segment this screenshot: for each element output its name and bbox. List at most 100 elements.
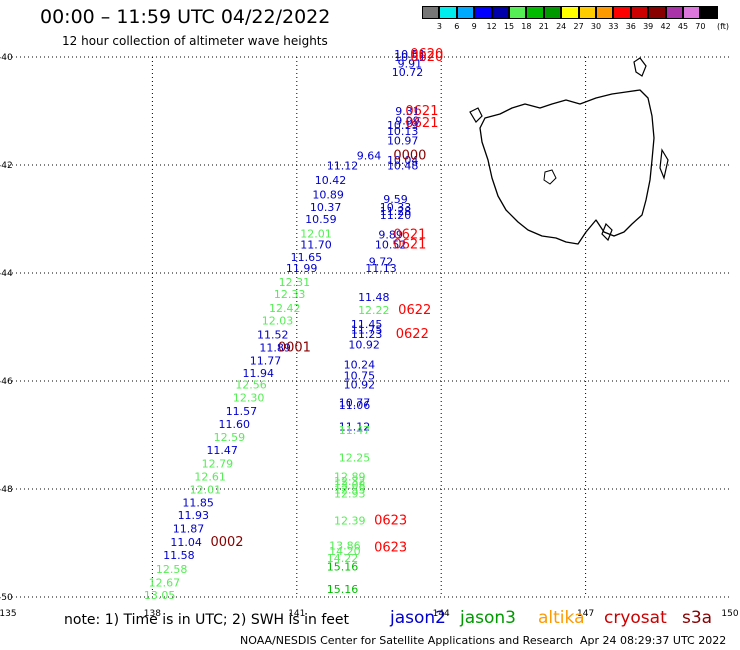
color-swatch — [561, 6, 579, 19]
time-label: 0621 — [405, 116, 438, 131]
wave-height-label: 12.01 — [190, 483, 222, 496]
wave-height-label: 10.04 — [387, 154, 419, 167]
time-label: 0620 — [410, 50, 443, 65]
color-swatch — [543, 6, 562, 19]
satellite-legend-s3a: s3a — [682, 608, 713, 628]
credit-line: NOAA/NESDIS Center for Satellite Applica… — [240, 634, 574, 647]
wave-height-label: 11.75 — [351, 323, 383, 336]
wave-height-label: 11.45 — [351, 318, 383, 331]
time-label: 0622 — [398, 303, 431, 318]
color-swatch — [456, 6, 475, 19]
lon-tick-label: 150 — [721, 609, 738, 619]
wave-height-label: 12.42 — [269, 302, 301, 315]
wave-height-label: 11.12 — [327, 159, 359, 172]
lon-tick-label: 147 — [577, 609, 594, 619]
wave-height-label: 11.77 — [250, 354, 282, 367]
lat-tick-label: -44 — [0, 269, 13, 279]
wave-height-label: 12.67 — [149, 577, 181, 590]
lat-tick-label: -42 — [0, 161, 13, 171]
color-swatch — [491, 6, 509, 19]
wave-height-label: 13.08 — [334, 479, 366, 492]
satellite-legend-jason2: jason2 — [390, 608, 446, 628]
color-scale-label: 3 — [436, 22, 442, 31]
wave-height-label: 12.01 — [300, 227, 332, 240]
wave-height-label: 11.20 — [380, 209, 412, 222]
color-scale-label: 39 — [643, 22, 654, 31]
wave-height-label: 11.70 — [300, 239, 332, 252]
wave-height-label: 9.91 — [398, 57, 423, 70]
color-scale-label: 12 — [486, 22, 497, 31]
wave-height-label: 11.13 — [365, 262, 397, 275]
wave-height-label: 11.89 — [259, 341, 291, 354]
wave-height-label: 10.75 — [344, 369, 376, 382]
wave-height-label: 12.56 — [235, 379, 267, 392]
color-swatch — [648, 6, 666, 19]
wave-height-label: 11.94 — [243, 367, 275, 380]
wave-height-label: 14.22 — [327, 552, 359, 565]
wave-height-label: 12.22 — [358, 304, 390, 317]
wave-height-label: 12.31 — [279, 276, 311, 289]
observation-labels: 10.5110.519.9110.729.319.9910.1910.1310.… — [144, 48, 426, 602]
flinders-island-outline — [633, 57, 647, 77]
wave-height-label: 12.61 — [194, 470, 226, 483]
time-label: 0000 — [393, 149, 426, 164]
wave-height-label: 9.59 — [383, 193, 408, 206]
wave-height-label: 11.93 — [178, 509, 210, 522]
color-scale-label: 70 — [695, 22, 706, 31]
wave-height-label: 10.89 — [312, 188, 344, 201]
lat-lon-grid: 135 138 141 144 147 150 -40 -42 -44 -46 -48 -50 — [0, 53, 739, 619]
time-label: 0002 — [210, 535, 243, 550]
time-labels: 0620062006210621000006210621062206220001… — [210, 47, 443, 556]
satellite-legend-jason3: jason3 — [460, 608, 516, 628]
wave-height-label: 11.60 — [218, 418, 250, 431]
color-scale-label: 21 — [538, 22, 549, 31]
color-swatch — [700, 6, 718, 19]
wave-height-label: 11.48 — [358, 291, 390, 304]
time-label: 0622 — [396, 327, 429, 342]
color-swatch — [439, 6, 457, 19]
wave-height-label: 12.89 — [334, 470, 366, 483]
color-swatch — [422, 6, 440, 19]
color-scale-label: 27 — [573, 22, 584, 31]
wave-height-label: 11.12 — [339, 421, 371, 434]
color-swatch — [683, 6, 701, 19]
time-label: 0621 — [405, 104, 438, 119]
wave-height-label: 10.13 — [387, 125, 419, 138]
color-scale-label: 30 — [590, 22, 602, 31]
wave-height-label: 9.72 — [369, 255, 394, 268]
color-swatch — [509, 6, 527, 19]
bruny-island-outline — [601, 222, 613, 242]
wave-height-label: 12.33 — [274, 288, 306, 301]
wave-height-label: 11.47 — [339, 424, 371, 437]
satellite-legend-cryosat: cryosat — [604, 608, 667, 628]
wave-height-label: 11.65 — [291, 251, 323, 264]
generation-timestamp: Apr 24 08:29:37 UTC 2022 — [580, 634, 727, 647]
wave-height-label: 11.99 — [286, 262, 318, 275]
color-swatch — [613, 6, 631, 19]
wave-height-label: 11.28 — [380, 205, 412, 218]
wave-height-label: 12.93 — [334, 488, 366, 501]
wave-height-label: 11.85 — [182, 496, 214, 509]
time-label: 0623 — [374, 541, 407, 556]
wave-height-label: 10.48 — [387, 159, 419, 172]
lon-tick-label: 144 — [433, 609, 450, 619]
color-scale-label: 15 — [503, 22, 515, 31]
wave-height-label: 12.59 — [214, 431, 246, 444]
lat-tick-label: -50 — [0, 593, 13, 603]
time-label: 0623 — [374, 514, 407, 529]
wave-height-label: 10.97 — [387, 134, 419, 147]
wave-height-label: 10.51 — [394, 48, 426, 61]
color-scale-label: 6 — [454, 22, 460, 31]
color-scale-label: 24 — [556, 22, 567, 31]
wave-height-label: 13.05 — [144, 589, 176, 602]
time-label: 0001 — [278, 340, 311, 355]
wave-height-label: 13.86 — [329, 539, 361, 552]
wave-height-label: 11.87 — [173, 523, 205, 536]
time-label: 0620 — [410, 47, 443, 62]
wave-height-label: 15.16 — [327, 561, 359, 574]
color-scale-label: 36 — [625, 22, 636, 31]
wave-height-label: 10.33 — [380, 201, 412, 214]
wave-height-label: 9.99 — [395, 115, 420, 128]
color-scale-label: 9 — [471, 22, 477, 31]
wave-height-label: 9.89 — [378, 228, 403, 241]
